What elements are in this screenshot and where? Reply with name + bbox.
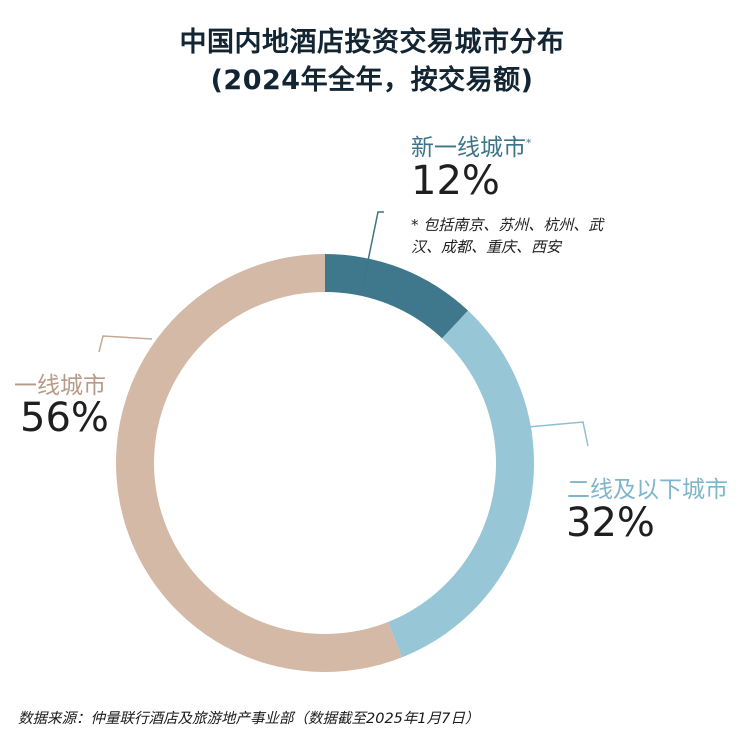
leader-line-tier1: [98, 335, 153, 353]
pct-tier2: 32%: [566, 500, 655, 546]
leader-line-tier2: [527, 421, 589, 447]
donut-slice-2: [116, 254, 402, 672]
donut-slice-1: [387, 310, 534, 658]
note-line-1: * 包括南京、苏州、杭州、武: [411, 216, 604, 234]
source-note: 数据来源：仲量联行酒店及旅游地产事业部（数据截至2025年1月7日）: [18, 711, 480, 727]
label-new-tier1-marker: *: [526, 136, 532, 150]
pct-tier1: 56%: [20, 395, 109, 441]
leader-line-new-tier1: [362, 211, 384, 286]
pct-new-tier1: 12%: [411, 158, 500, 204]
label-new-tier1: 新一线城市*: [411, 128, 532, 162]
label-new-tier1-name: 新一线城市: [411, 135, 526, 161]
label-tier1: 一线城市: [14, 373, 106, 399]
note-line-2: 汉、成都、重庆、西安: [411, 238, 562, 256]
chart-title: 中国内地酒店投资交易城市分布: [179, 27, 565, 58]
donut-slice-0: [325, 254, 469, 339]
note-new-tier1-cities: * 包括南京、苏州、杭州、武 汉、成都、重庆、西安: [411, 214, 603, 258]
chart-subtitle: (2024年全年，按交易额): [210, 65, 534, 96]
label-tier2: 二线及以下城市: [567, 477, 728, 503]
